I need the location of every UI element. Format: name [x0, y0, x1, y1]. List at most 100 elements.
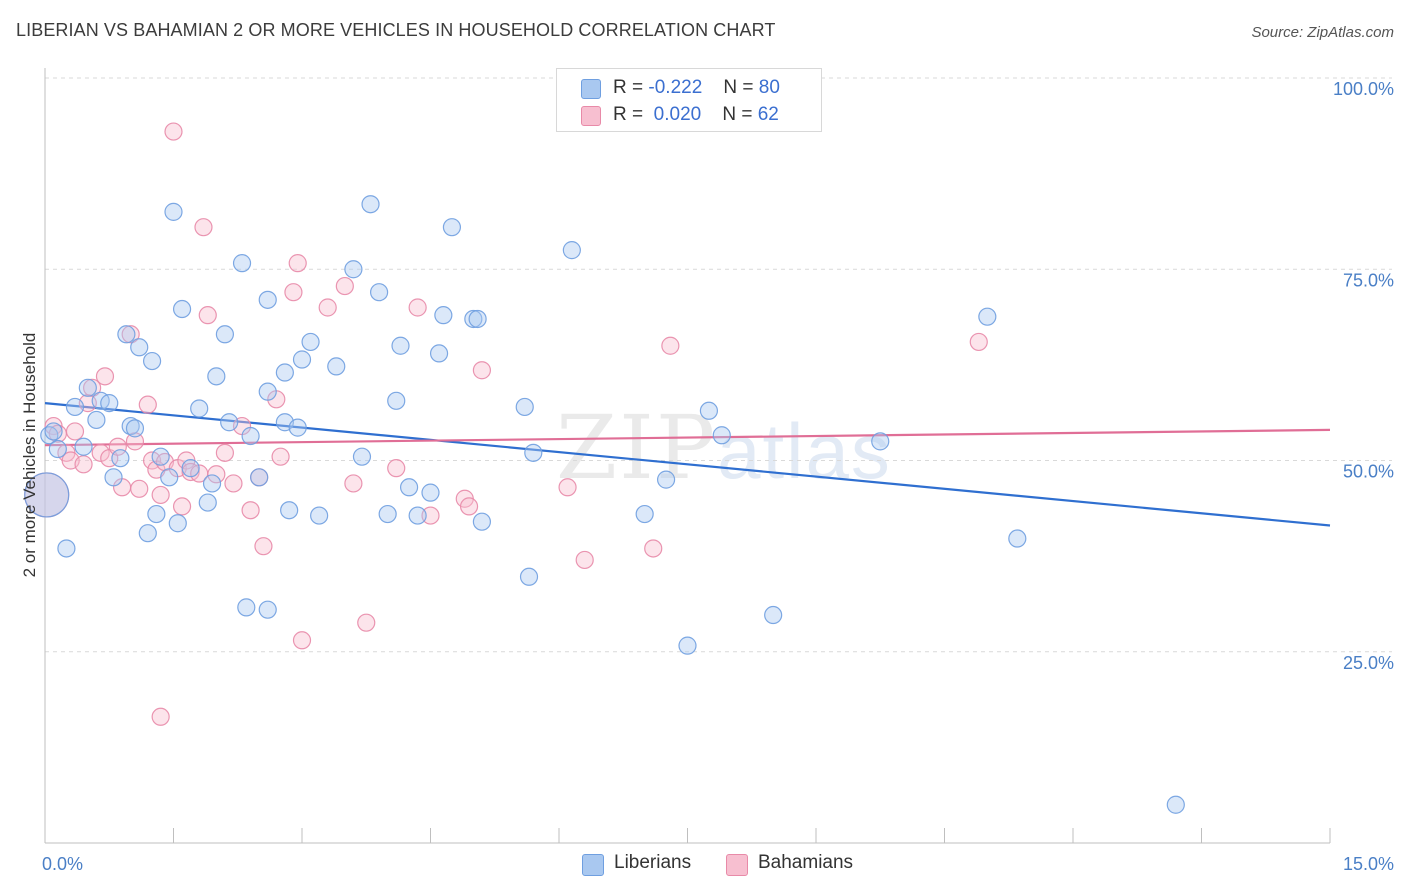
point-liberians [57, 539, 76, 558]
point-liberians [429, 344, 449, 363]
series-swatch-liberians [582, 854, 604, 876]
point-liberians [387, 391, 406, 410]
legend-swatch-bahamians [581, 106, 601, 126]
point-bahamians [292, 631, 312, 650]
y-tick-label: 100.0% [1333, 79, 1394, 99]
point-liberians [280, 501, 299, 520]
point-bahamians [151, 707, 170, 726]
point-liberians [241, 426, 260, 446]
point-bahamians [130, 479, 149, 498]
point-liberians [464, 309, 483, 329]
y-tick-label: 25.0% [1343, 653, 1394, 673]
point-bahamians [74, 455, 93, 474]
point-liberians [65, 397, 85, 417]
point-liberians [215, 325, 234, 344]
point-bahamians [164, 122, 183, 141]
point-bahamians [357, 613, 376, 632]
point-bahamians [472, 361, 491, 380]
point-liberians [978, 307, 997, 326]
point-bahamians [344, 474, 363, 493]
point-bahamians [172, 497, 192, 516]
x-tick-label-max: 15.0% [1343, 854, 1394, 874]
point-bahamians [95, 367, 115, 386]
point-liberians [421, 483, 440, 502]
point-liberians [198, 493, 217, 512]
point-liberians [310, 506, 329, 525]
point-bahamians [335, 276, 354, 296]
point-liberians [237, 598, 256, 617]
point-liberians [712, 426, 731, 445]
y-tick-label: 50.0% [1343, 462, 1394, 482]
point-bahamians [969, 332, 988, 352]
point-bahamians [408, 298, 427, 317]
point-liberians [519, 567, 539, 586]
axes [44, 68, 1331, 844]
axis-labels: 25.0% 50.0% 75.0% 100.0% 0.0% 15.0% 2 or more … [20, 79, 1394, 874]
point-bahamians [215, 443, 234, 462]
point-liberians [207, 367, 226, 386]
point-liberians [1166, 795, 1185, 814]
point-liberians [232, 254, 252, 273]
point-liberians [160, 468, 179, 487]
point-liberians [361, 195, 380, 214]
point-liberians [164, 202, 183, 221]
legend-text-bahamians: R = 0.020 N = 62 [613, 104, 779, 125]
point-liberians [524, 443, 543, 462]
legend-n-value-bahamians: 62 [757, 104, 779, 125]
point-liberians [1008, 529, 1027, 548]
point-bahamians [558, 478, 577, 497]
legend-r-value-bahamians: 0.020 [653, 104, 702, 125]
watermark: ZIPatlas [556, 396, 892, 499]
grid-lines [45, 77, 1392, 653]
point-liberians [378, 504, 397, 524]
point-liberians [344, 260, 363, 279]
series-label-liberians: Liberians [614, 852, 692, 873]
point-liberians [172, 299, 192, 319]
point-liberians [130, 338, 149, 357]
point-liberians [699, 401, 719, 420]
point-liberians [151, 447, 170, 466]
series-swatch-bahamians [726, 854, 748, 876]
point-liberians [147, 504, 166, 524]
legend-swatch-liberians [581, 79, 601, 99]
point-liberians [301, 332, 320, 352]
trend-line-liberians [44, 402, 1331, 527]
trend-line-bahamians [44, 428, 1331, 447]
legend-n-value-liberians: 80 [758, 77, 780, 98]
point-liberians [764, 605, 783, 625]
point-bahamians [644, 539, 663, 558]
point-liberians [44, 422, 63, 441]
point-liberians [562, 241, 581, 260]
point-bahamians [224, 474, 243, 493]
point-bahamians [121, 325, 140, 344]
point-liberians [78, 378, 97, 397]
point-liberians [258, 600, 277, 619]
point-liberians [515, 397, 534, 417]
chart-source: Source: ZipAtlas.com [1251, 24, 1394, 41]
point-liberians [48, 439, 67, 459]
x-tick-label-min: 0.0% [42, 854, 83, 874]
point-liberians [442, 218, 462, 237]
point-liberians [292, 350, 312, 369]
point-liberians [434, 306, 453, 325]
point-bahamians [318, 298, 337, 317]
point-bahamians [288, 254, 307, 273]
point-liberians [142, 351, 162, 371]
point-liberians [24, 472, 70, 518]
point-liberians [202, 474, 222, 493]
point-bahamians [241, 501, 260, 520]
y-tick-label: 75.0% [1343, 270, 1394, 290]
point-liberians [117, 325, 136, 344]
watermark-zip: ZIP [556, 396, 718, 499]
correlation-legend: R = -0.222 N = 80 R = 0.020 N = 62 [556, 68, 822, 132]
point-bahamians [108, 437, 127, 456]
point-bahamians [138, 395, 157, 414]
point-bahamians [459, 497, 479, 516]
point-liberians [288, 418, 307, 437]
point-liberians [190, 399, 209, 418]
point-liberians [87, 410, 106, 430]
point-liberians [220, 413, 239, 432]
data-points [24, 122, 1185, 814]
point-liberians [327, 357, 346, 376]
